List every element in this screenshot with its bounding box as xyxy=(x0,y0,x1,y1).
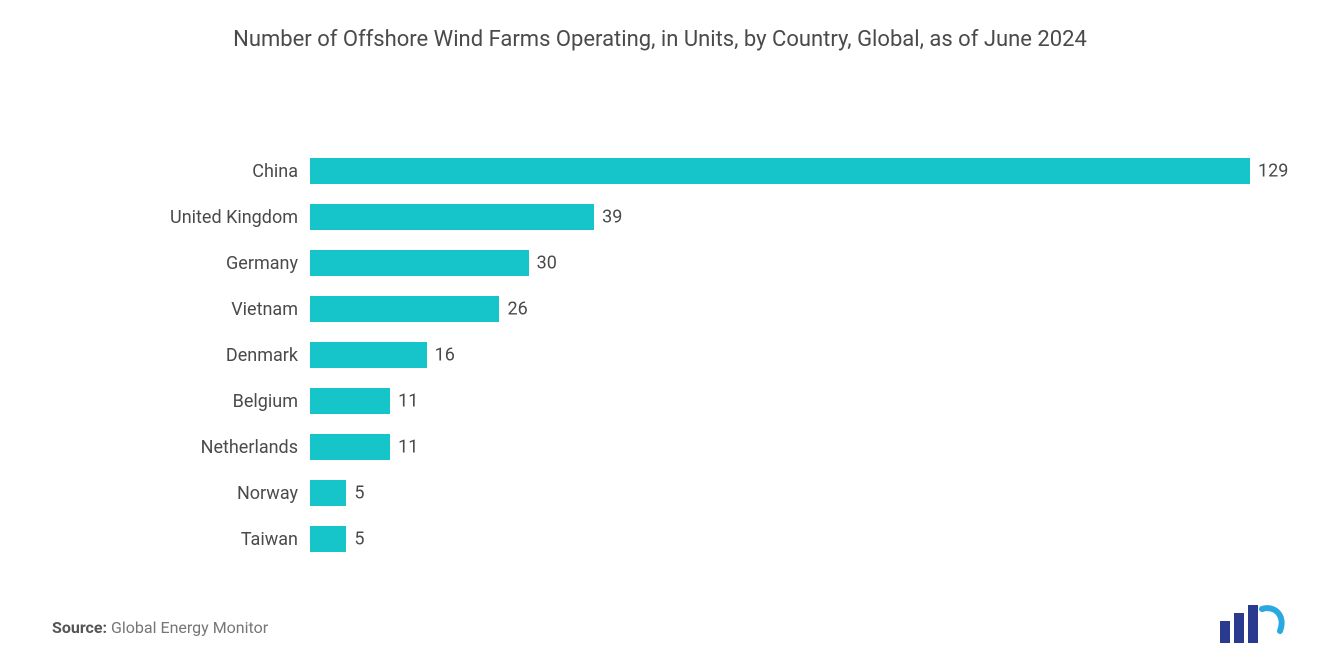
bar xyxy=(310,526,346,552)
bar-row: Netherlands 11 xyxy=(108,434,1240,460)
value-label: 129 xyxy=(1258,161,1288,182)
bar-row: China129 xyxy=(108,158,1240,184)
chart-title: Number of Offshore Wind Farms Operating,… xyxy=(60,24,1260,56)
category-label: Denmark xyxy=(108,345,310,366)
bar-row: Vietnam 26 xyxy=(108,296,1240,322)
bar-row: Norway 5 xyxy=(108,480,1240,506)
bar-row: Belgium 11 xyxy=(108,388,1240,414)
bar xyxy=(310,434,390,460)
bar-track: 5 xyxy=(310,526,1240,552)
mordor-logo xyxy=(1218,603,1290,645)
category-label: China xyxy=(108,161,310,182)
bar xyxy=(310,480,346,506)
bar xyxy=(310,158,1250,184)
bar xyxy=(310,342,427,368)
bar-track: 16 xyxy=(310,342,1240,368)
category-label: Norway xyxy=(108,483,310,504)
category-label: Germany xyxy=(108,253,310,274)
category-label: Netherlands xyxy=(108,437,310,458)
bar xyxy=(310,388,390,414)
value-label: 39 xyxy=(602,207,622,228)
bar-row: Denmark 16 xyxy=(108,342,1240,368)
value-label: 5 xyxy=(354,529,364,550)
category-label: Belgium xyxy=(108,391,310,412)
category-label: United Kingdom xyxy=(108,207,310,228)
bar-track: 129 xyxy=(310,158,1240,184)
source-label: Source: xyxy=(52,618,107,637)
bar-track: 39 xyxy=(310,204,1240,230)
value-label: 16 xyxy=(435,345,455,366)
value-label: 30 xyxy=(537,253,557,274)
value-label: 11 xyxy=(398,437,418,458)
bar-chart: China129 United Kingdom 39 Germany 30 Vietnam… xyxy=(108,158,1240,575)
bar-row: United Kingdom 39 xyxy=(108,204,1240,230)
value-label: 26 xyxy=(507,299,527,320)
value-label: 5 xyxy=(354,483,364,504)
bar-track: 26 xyxy=(310,296,1240,322)
source-text: Global Energy Monitor xyxy=(111,618,268,637)
bar-row: Taiwan 5 xyxy=(108,526,1240,552)
bar-track: 11 xyxy=(310,388,1240,414)
value-label: 11 xyxy=(398,391,418,412)
source-line: Source: Global Energy Monitor xyxy=(52,618,268,637)
category-label: Taiwan xyxy=(108,529,310,550)
bar-track: 5 xyxy=(310,480,1240,506)
bar-track: 30 xyxy=(310,250,1240,276)
bar xyxy=(310,250,529,276)
bar xyxy=(310,204,594,230)
bar xyxy=(310,296,499,322)
bar-row: Germany 30 xyxy=(108,250,1240,276)
bar-track: 11 xyxy=(310,434,1240,460)
category-label: Vietnam xyxy=(108,299,310,320)
